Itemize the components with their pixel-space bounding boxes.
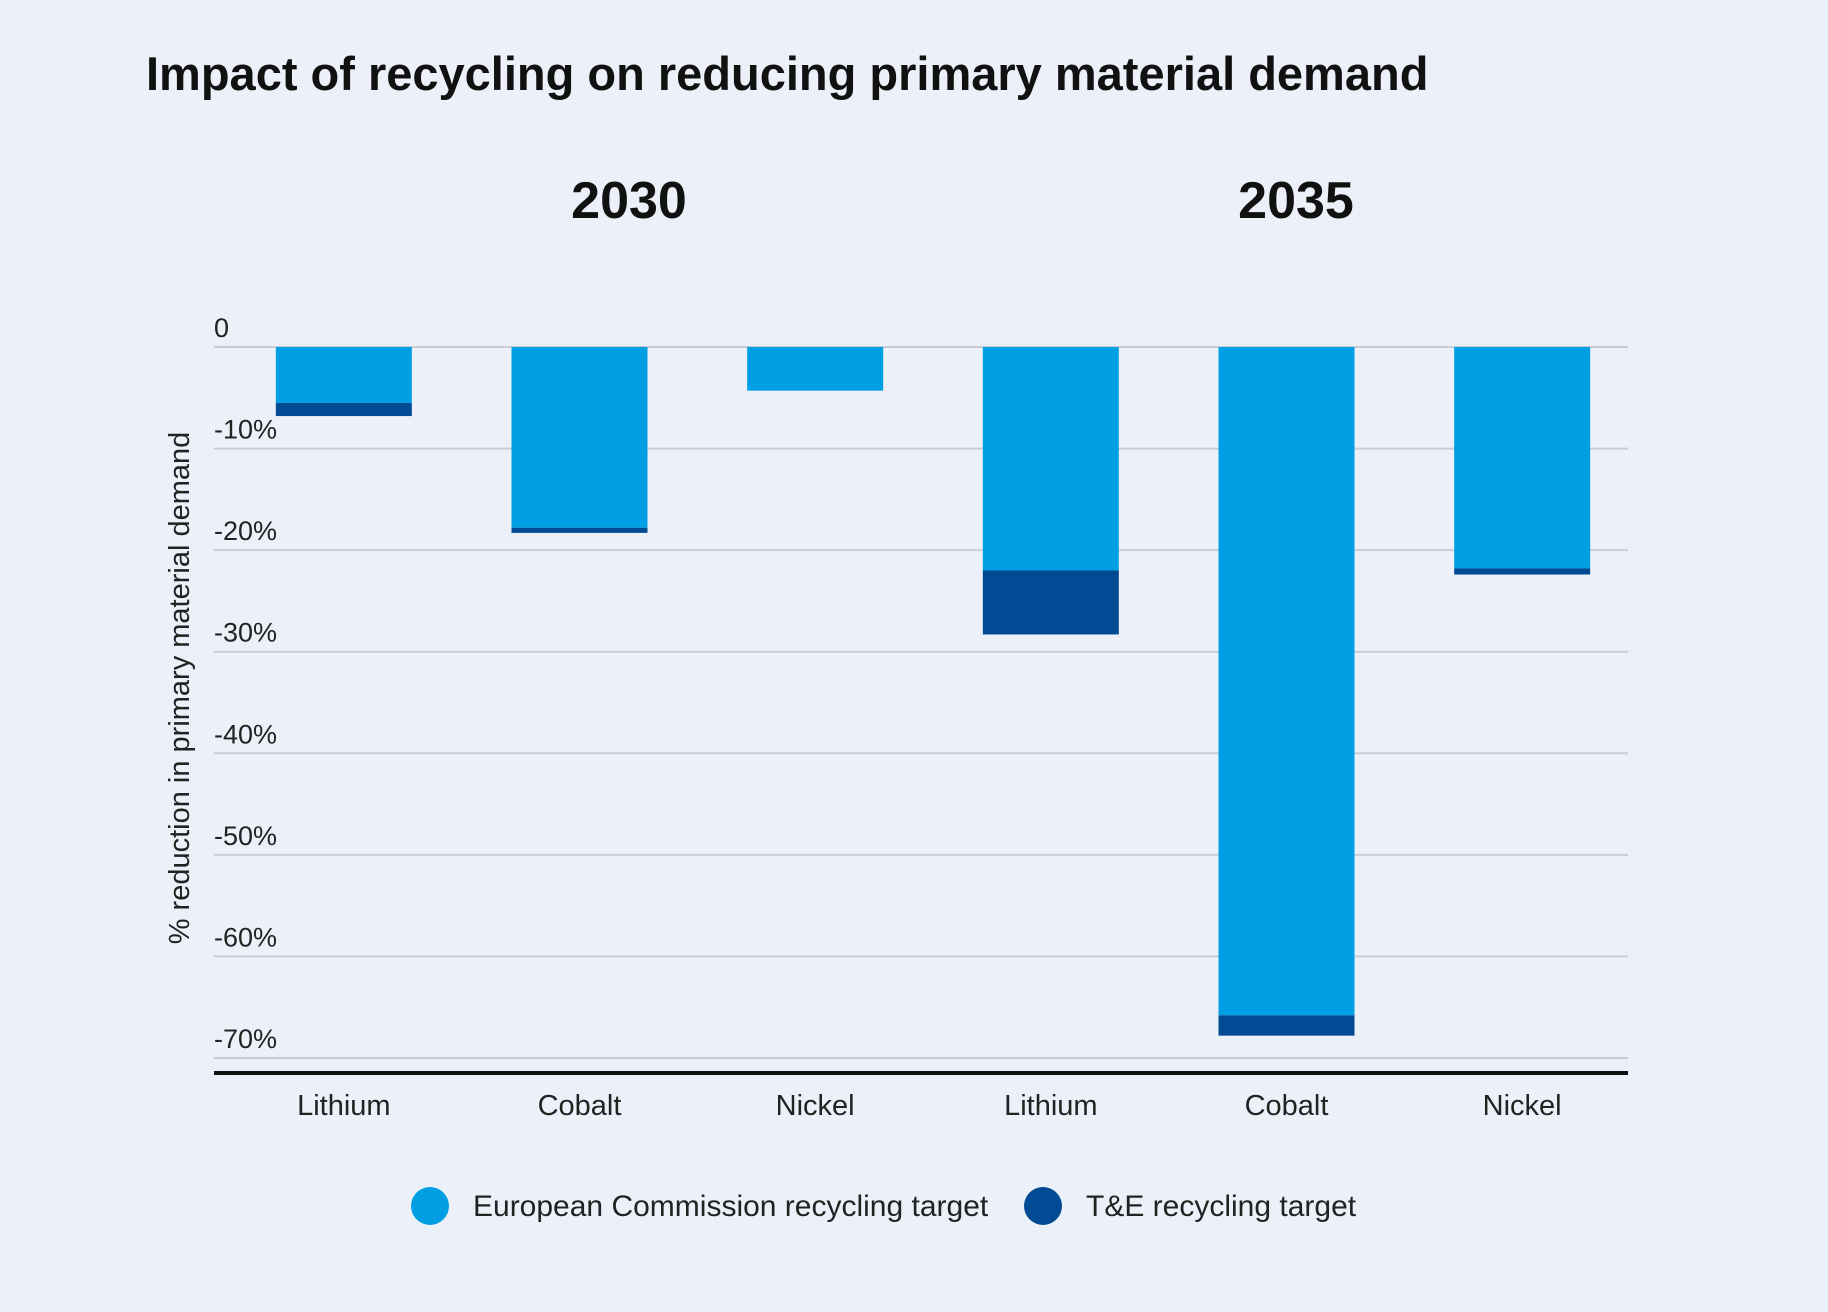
group-labels: 2030 2035 [571,172,1354,230]
legend: European Commission recycling target T&E… [411,1187,1357,1225]
y-tick-label: -60% [214,922,277,952]
group-label-2035: 2035 [1238,172,1354,230]
y-tick-label: -40% [214,719,277,749]
bar-te-lithium [275,402,412,417]
bar-te-cobalt [1218,1015,1355,1036]
gridlines [214,346,1628,1059]
bar-te-cobalt [511,527,648,533]
bar-ec-cobalt [1218,347,1355,1016]
x-tick-label: Cobalt [538,1090,622,1122]
y-tick-label: -30% [214,618,277,648]
legend-label-ec: European Commission recycling target [473,1190,989,1223]
legend-item-te: T&E recycling target [1024,1187,1357,1225]
bar-ec-nickel [1454,347,1591,569]
bar-te-nickel [1454,568,1591,575]
group-label-2030: 2030 [571,172,687,230]
legend-marker-te [1024,1187,1062,1225]
y-tick-label: 0 [214,313,229,343]
bar-ec-lithium [982,347,1119,571]
bar-ec-nickel [747,347,884,391]
x-tick-label: Nickel [776,1090,855,1122]
legend-marker-ec [411,1187,449,1225]
bar-ec-lithium [275,347,412,403]
x-tick-label: Lithium [1004,1090,1098,1122]
x-tick-label: Lithium [297,1090,391,1122]
y-tick-label: -10% [214,415,277,445]
bar-ec-cobalt [511,347,648,528]
y-axis-ticks: 0 -10% -20% -30% -40% -50% -60% -70% [214,313,277,1054]
y-tick-label: -20% [214,516,277,546]
bars [275,347,1591,1036]
chart-title: Impact of recycling on reducing primary … [146,47,1428,100]
y-tick-label: -70% [214,1024,277,1054]
x-axis-ticks: Lithium Cobalt Nickel Lithium Cobalt Nickel [297,1090,1562,1122]
bar-te-lithium [982,570,1119,635]
y-tick-label: -50% [214,821,277,851]
x-tick-label: Cobalt [1245,1090,1329,1122]
y-axis-label: % reduction in primary material demand [164,432,196,945]
legend-item-ec: European Commission recycling target [411,1187,989,1225]
x-tick-label: Nickel [1483,1090,1562,1122]
legend-label-te: T&E recycling target [1086,1190,1357,1223]
